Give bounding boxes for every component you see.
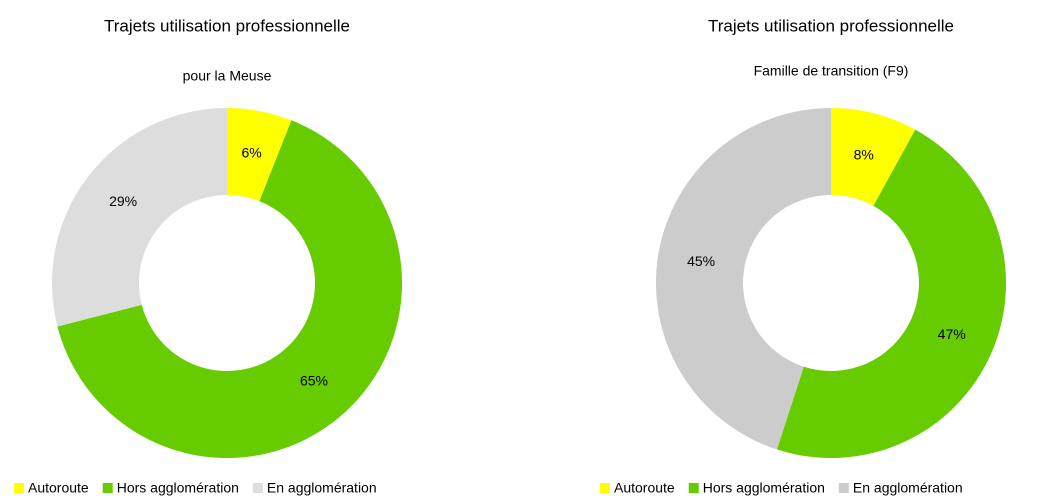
data-label: 8% bbox=[854, 146, 874, 162]
legend-swatch bbox=[102, 483, 113, 493]
data-label: 65% bbox=[300, 372, 328, 388]
data-label: 45% bbox=[687, 253, 715, 269]
data-label: 29% bbox=[109, 193, 137, 209]
donut-slice bbox=[227, 108, 292, 202]
chart-title: Trajets utilisation professionnelle bbox=[708, 16, 954, 35]
legend-swatch bbox=[838, 483, 849, 493]
donut-slice bbox=[776, 129, 1007, 458]
legend-label: Autoroute bbox=[28, 480, 89, 496]
legend-swatch bbox=[14, 483, 24, 493]
legend-label: Hors agglomération bbox=[703, 480, 825, 496]
legend-label: Autoroute bbox=[614, 480, 675, 496]
donut-slice bbox=[831, 108, 916, 206]
data-label: 6% bbox=[242, 145, 262, 161]
chart-subtitle: Famille de transition (F9) bbox=[754, 63, 909, 79]
donut-slice bbox=[656, 108, 831, 450]
donut-slice bbox=[51, 108, 227, 327]
chart-subtitle: pour la Meuse bbox=[183, 68, 272, 84]
legend-label: En agglomération bbox=[267, 480, 377, 496]
data-label: 47% bbox=[938, 326, 966, 342]
legend-swatch bbox=[688, 483, 699, 493]
chart-title: Trajets utilisation professionnelle bbox=[104, 16, 350, 35]
legend-swatch bbox=[600, 483, 610, 493]
legend-label: Hors agglomération bbox=[117, 480, 239, 496]
donut-slice bbox=[57, 120, 403, 459]
legend-swatch bbox=[252, 483, 263, 493]
legend-label: En agglomération bbox=[853, 480, 963, 496]
